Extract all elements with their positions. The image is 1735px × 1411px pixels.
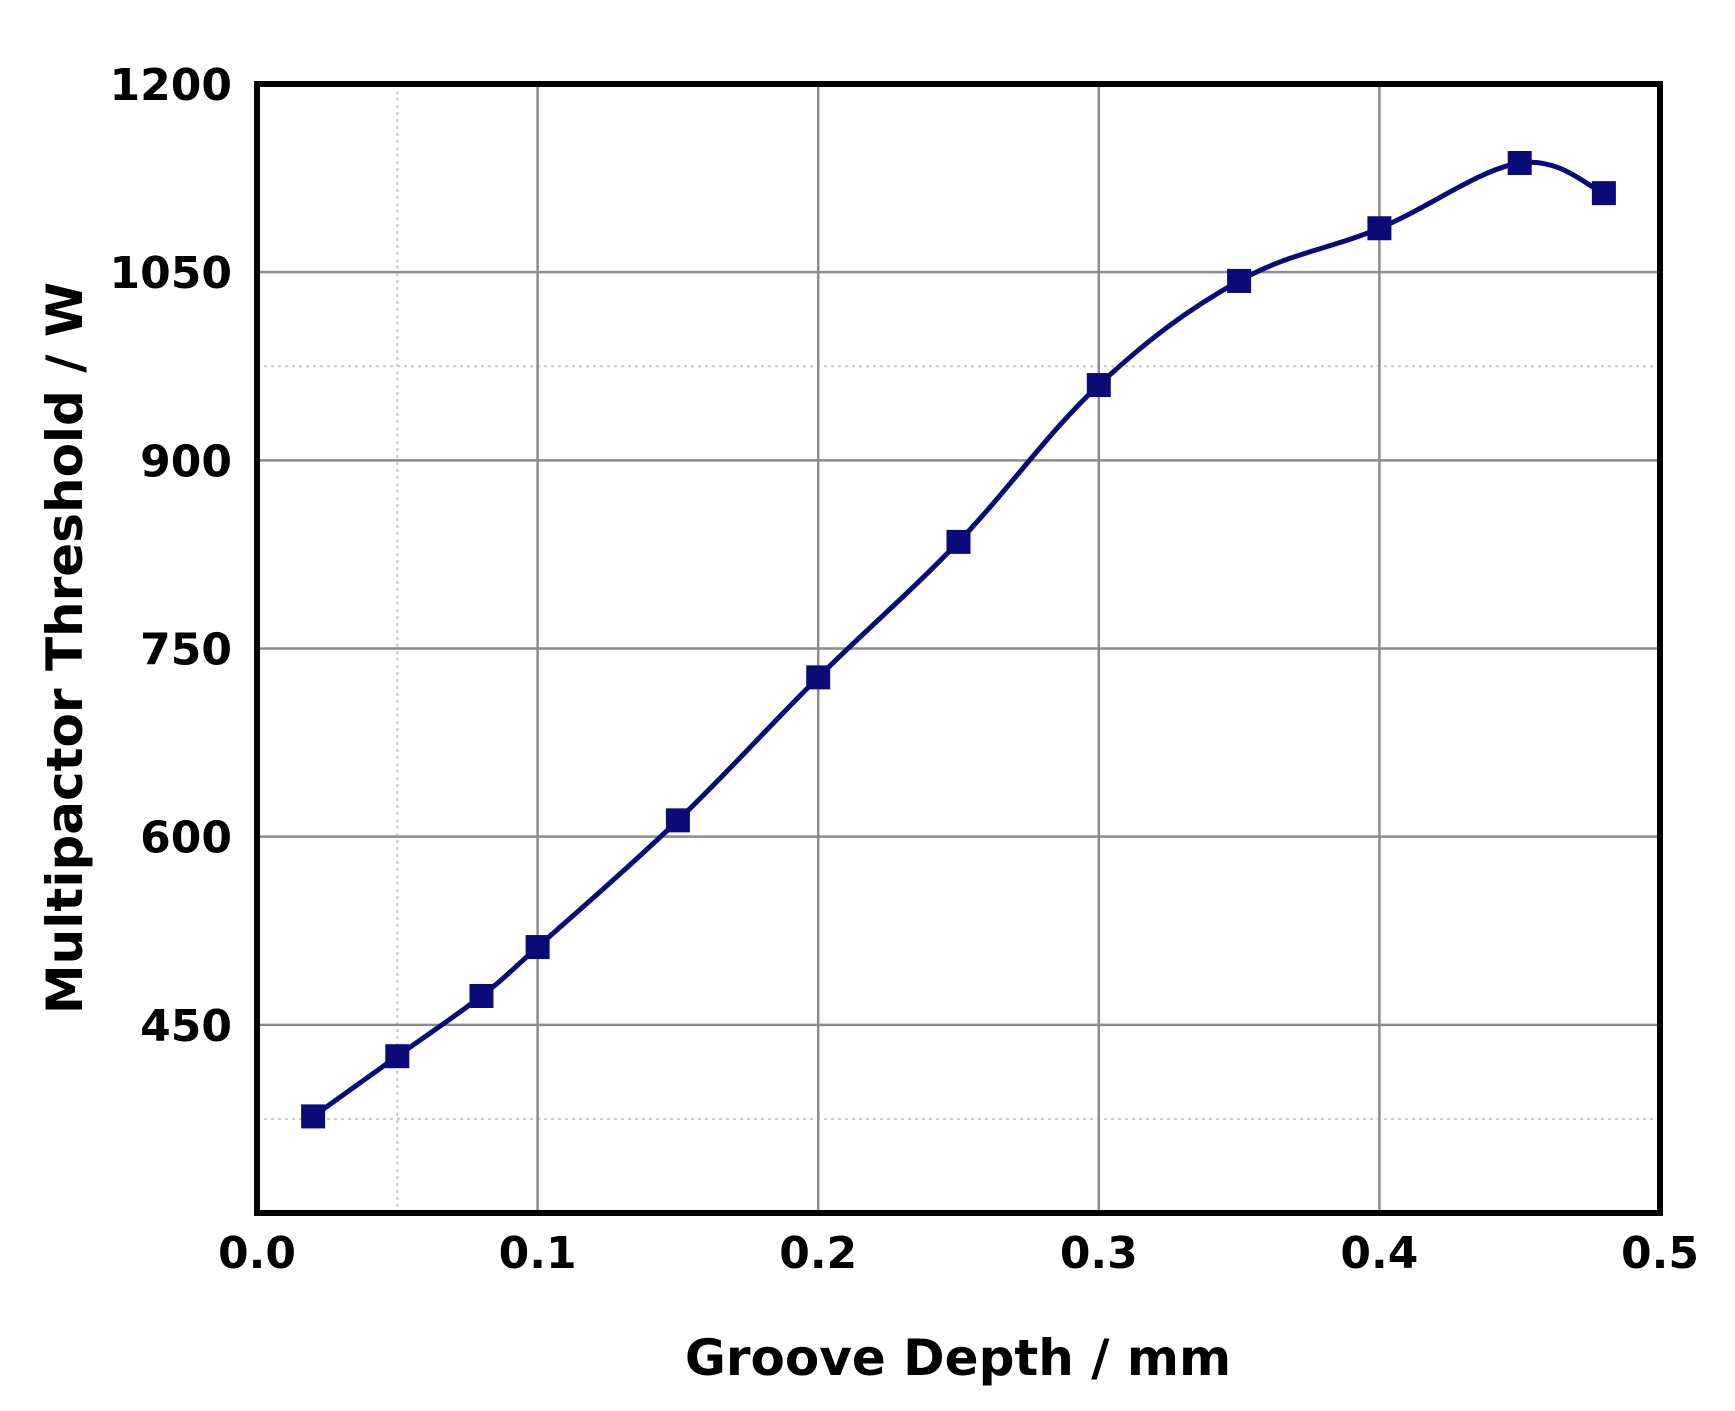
y-tick-label-4: 1050 <box>110 248 232 299</box>
data-point-0-2 <box>469 983 494 1008</box>
y-tick-label-0: 450 <box>140 1001 232 1052</box>
y-tick-label-5: 1200 <box>110 60 232 111</box>
data-point-0-3 <box>525 935 550 960</box>
data-point-0-4 <box>665 808 690 833</box>
data-point-0-10 <box>1507 151 1532 176</box>
x-tick-label-2: 0.2 <box>779 1228 857 1279</box>
series-line-0 <box>311 159 1605 1119</box>
y-tick-label-1: 600 <box>140 813 232 864</box>
data-point-0-5 <box>806 665 831 690</box>
x-tick-label-4: 0.4 <box>1340 1228 1418 1279</box>
x-tick-label-0: 0.0 <box>218 1228 296 1279</box>
series-layer <box>301 151 1616 1129</box>
data-point-0-7 <box>1086 373 1111 398</box>
data-point-0-1 <box>385 1044 410 1069</box>
data-point-0-6 <box>946 529 971 554</box>
data-point-0-11 <box>1591 181 1616 206</box>
x-tick-label-1: 0.1 <box>499 1228 577 1279</box>
data-point-0-9 <box>1367 216 1392 241</box>
x-tick-label-5: 0.5 <box>1621 1228 1699 1279</box>
y-axis-title: Multipactor Threshold / W <box>36 282 94 1014</box>
y-tick-label-3: 900 <box>140 436 232 487</box>
x-axis-title: Groove Depth / mm <box>685 1329 1231 1387</box>
x-tick-label-3: 0.3 <box>1060 1228 1138 1279</box>
plot-frame <box>254 81 1663 1216</box>
major-grid <box>257 84 1660 1213</box>
data-point-0-8 <box>1227 268 1252 293</box>
y-tick-labels: 450 600 750 900 1050 1200 <box>110 60 232 1052</box>
data-point-0-0 <box>301 1104 326 1129</box>
x-tick-labels: 0.0 0.1 0.2 0.3 0.4 0.5 <box>218 1228 1699 1279</box>
y-tick-label-2: 750 <box>140 625 232 676</box>
